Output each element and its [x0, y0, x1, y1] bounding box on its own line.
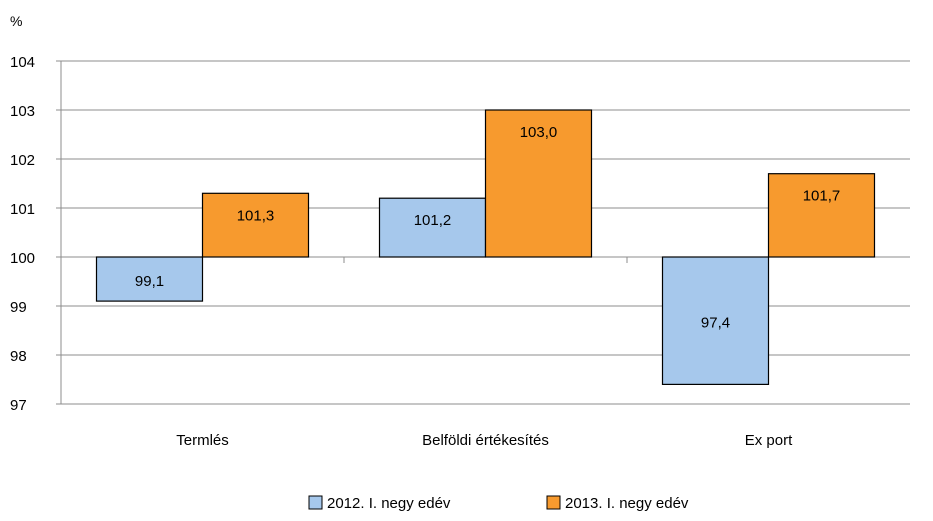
bar [95, 256, 204, 302]
bars [95, 109, 876, 386]
bar [378, 197, 487, 258]
data-label: 101,7 [803, 188, 841, 205]
bar [661, 256, 770, 386]
data-label: 103,0 [520, 124, 558, 141]
y-unit-label: % [10, 13, 22, 29]
bar [484, 109, 593, 258]
bar [201, 192, 310, 258]
data-labels: 99,1 101,3 101,2 103,0 97,4 101,7 [135, 124, 840, 332]
bar [767, 173, 876, 258]
legend-swatch [308, 495, 323, 510]
data-label: 101,3 [237, 207, 275, 224]
x-category-label: Belföldi értékesítés [422, 432, 549, 449]
x-category-label: Ex port [745, 432, 793, 449]
data-label: 101,2 [414, 212, 452, 229]
legend-label: 2012. I. negy edév [327, 495, 451, 512]
legend-label: 2013. I. negy edév [565, 495, 689, 512]
y-tick-label: 98 [10, 348, 27, 365]
y-tick-label: 103 [10, 103, 35, 120]
y-tick-label: 99 [10, 299, 27, 316]
legend: 2012. I. negy edév 2013. I. negy edév [308, 495, 689, 512]
y-tick-label: 104 [10, 54, 35, 71]
legend-swatch [546, 495, 561, 510]
y-tick-label: 97 [10, 397, 27, 414]
data-label: 97,4 [701, 315, 730, 332]
y-tick-label: 102 [10, 152, 35, 169]
y-tick-label: 101 [10, 201, 35, 218]
x-category-label: Termlés [176, 432, 229, 449]
data-label: 99,1 [135, 273, 164, 290]
y-tick-label: 100 [10, 250, 35, 267]
